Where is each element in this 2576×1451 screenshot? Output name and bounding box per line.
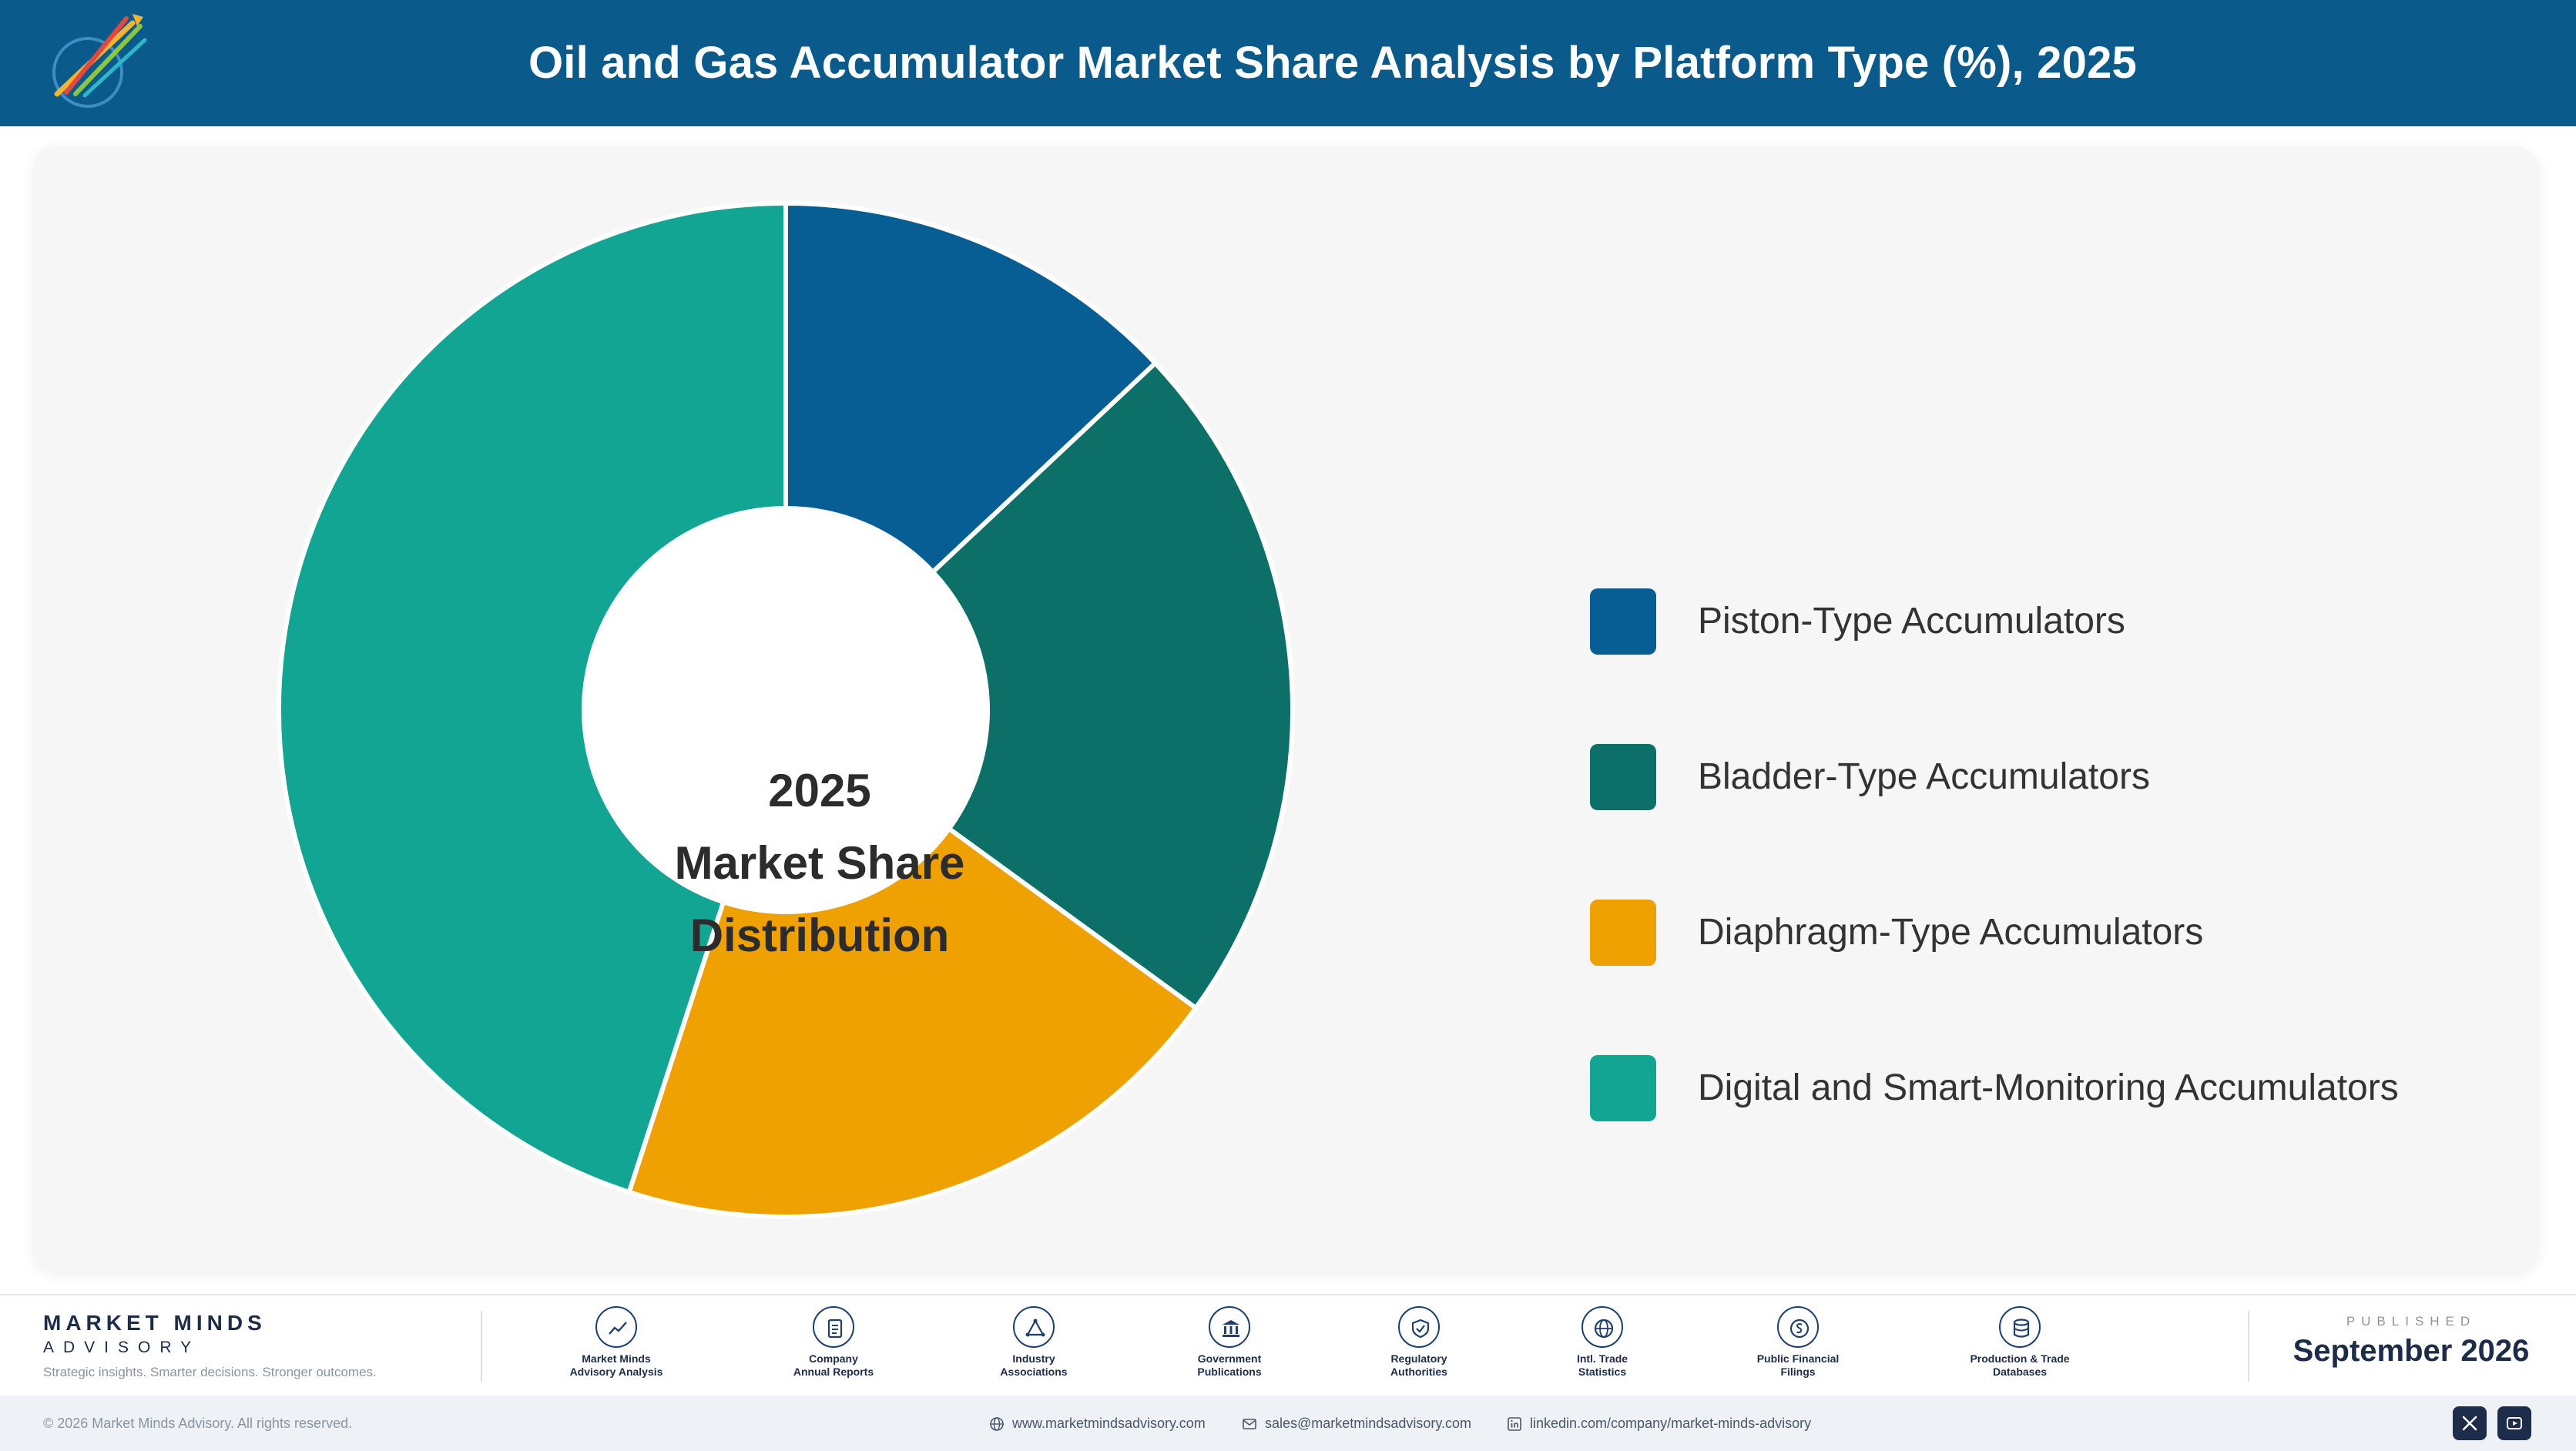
linkedin-icon [1508, 1417, 1521, 1432]
legend-item: Digital and Smart-Monitoring Accumulator… [1590, 1055, 2514, 1121]
data-source-label-line-2: Advisory Analysis [569, 1366, 663, 1378]
published-info: PUBLISHED September 2026 [2265, 1314, 2558, 1369]
data-source-item: Industry Associations [957, 1306, 1111, 1379]
page-title: Oil and Gas Accumulator Market Share Ana… [528, 38, 2138, 88]
globe-icon [990, 1417, 1004, 1432]
legend-swatch [1590, 900, 1656, 966]
building-icon [1209, 1306, 1250, 1348]
company-logo [40, 9, 156, 122]
footer-divider [481, 1311, 482, 1382]
legend-item: Diaphragm-Type Accumulators [1590, 900, 2514, 966]
data-source-label-line-2: Statistics [1578, 1366, 1627, 1378]
coin-icon [1777, 1306, 1819, 1348]
brand-name: MARKET MINDS [43, 1311, 267, 1335]
data-source-label-line-1: Intl. Trade [1576, 1352, 1628, 1365]
data-source-label-line-2: Publications [1197, 1366, 1262, 1378]
globe-icon [1581, 1306, 1623, 1348]
youtube-social-button[interactable] [2497, 1406, 2531, 1440]
data-source-label-line-2: Associations [1000, 1366, 1068, 1378]
footer-brand: MARKET MINDS ADVISORY Strategic insights… [43, 1311, 377, 1380]
data-source-item: Production & Trade Databases [1943, 1306, 2097, 1379]
header-bar: Oil and Gas Accumulator Market Share Ana… [0, 0, 2576, 126]
website-text: www.marketmindsadvisory.com [1012, 1416, 1206, 1431]
data-source-label: Company Annual Reports [756, 1352, 911, 1379]
center-label-line-2: Market Share [674, 837, 965, 889]
mail-icon [1243, 1419, 1256, 1430]
data-source-label: Regulatory Authorities [1342, 1352, 1496, 1379]
chart-card: 2025 Market Share Distribution Piston-Ty… [34, 146, 2537, 1271]
footer: MARKET MINDS ADVISORY Strategic insights… [0, 1294, 2576, 1451]
data-source-item: Intl. Trade Statistics [1525, 1306, 1679, 1379]
data-source-label-line-1: Public Financial [1756, 1352, 1840, 1365]
legend-item: Bladder-Type Accumulators [1590, 744, 2514, 810]
data-source-label-line-1: Production & Trade [1970, 1352, 2070, 1365]
data-source-label-line-1: Government [1197, 1352, 1262, 1365]
data-source-label: Intl. Trade Statistics [1525, 1352, 1679, 1379]
data-source-label-line-2: Databases [1992, 1366, 2048, 1378]
data-source-label: Market Minds Advisory Analysis [539, 1352, 693, 1379]
chart-line-icon [595, 1306, 637, 1348]
data-source-label: Government Publications [1152, 1352, 1306, 1379]
data-sources: Market Minds Advisory Analysis Company Annu… [532, 1306, 2272, 1391]
legend-label: Diaphragm-Type Accumulators [1698, 912, 2204, 953]
center-label-line-1: 2025 [768, 765, 871, 816]
data-source-item: Market Minds Advisory Analysis [539, 1306, 693, 1379]
database-icon [1999, 1306, 2041, 1348]
website-link[interactable]: www.marketmindsadvisory.com [989, 1396, 1206, 1451]
legend-label: Digital and Smart-Monitoring Accumulator… [1698, 1067, 2399, 1108]
donut-hole [584, 508, 988, 912]
data-source-label-line-2: Annual Reports [793, 1366, 874, 1378]
legend-label: Piston-Type Accumulators [1698, 601, 2125, 642]
legend-swatch [1590, 744, 1656, 810]
published-date: September 2026 [2293, 1334, 2530, 1368]
data-source-item: Company Annual Reports [756, 1306, 911, 1379]
legend-item: Piston-Type Accumulators [1590, 588, 2514, 655]
email-text: sales@marketmindsadvisory.com [1265, 1416, 1472, 1431]
data-source-item: Regulatory Authorities [1342, 1306, 1496, 1379]
x-social-button[interactable] [2453, 1406, 2487, 1440]
data-source-label: Public Financial Filings [1721, 1352, 1875, 1379]
x-icon [2462, 1416, 2477, 1431]
data-source-label-line-1: Market Minds [582, 1352, 651, 1365]
data-source-label: Production & Trade Databases [1943, 1352, 2097, 1379]
brand-subtitle: ADVISORY [43, 1339, 201, 1356]
brand-tagline: Strategic insights. Smarter decisions. S… [43, 1365, 377, 1379]
legend-swatch [1590, 588, 1656, 655]
youtube-icon [2507, 1417, 2522, 1429]
data-source-item: Government Publications [1152, 1306, 1306, 1379]
donut-chart [276, 200, 1295, 1219]
data-source-item: Public Financial Filings [1721, 1306, 1875, 1379]
legend-label: Bladder-Type Accumulators [1698, 756, 2150, 797]
linkedin-text: linkedin.com/company/market-minds-adviso… [1530, 1416, 1812, 1431]
data-source-label-line-1: Industry [1012, 1352, 1055, 1365]
legend-swatch [1590, 1055, 1656, 1121]
shield-icon [1398, 1306, 1440, 1348]
copyright-text: © 2026 Market Minds Advisory. All rights… [43, 1416, 353, 1431]
footer-bottom-bar: © 2026 Market Minds Advisory. All rights… [0, 1396, 2576, 1451]
donut-center-label: 2025 Market Share Distribution [642, 755, 997, 972]
data-source-label-line-2: Authorities [1390, 1366, 1447, 1378]
center-label-line-3: Distribution [689, 910, 950, 961]
data-source-label: Industry Associations [957, 1352, 1111, 1379]
email-link[interactable]: sales@marketmindsadvisory.com [1242, 1396, 1471, 1451]
linkedin-link[interactable]: linkedin.com/company/market-minds-adviso… [1507, 1396, 1811, 1451]
published-label: PUBLISHED [2346, 1314, 2477, 1329]
data-source-label-line-1: Company [809, 1352, 858, 1365]
footer-divider [2248, 1311, 2249, 1382]
network-icon [1013, 1306, 1055, 1348]
document-icon [813, 1306, 854, 1348]
data-source-label-line-1: Regulatory [1390, 1352, 1447, 1365]
data-source-label-line-2: Filings [1780, 1366, 1816, 1378]
